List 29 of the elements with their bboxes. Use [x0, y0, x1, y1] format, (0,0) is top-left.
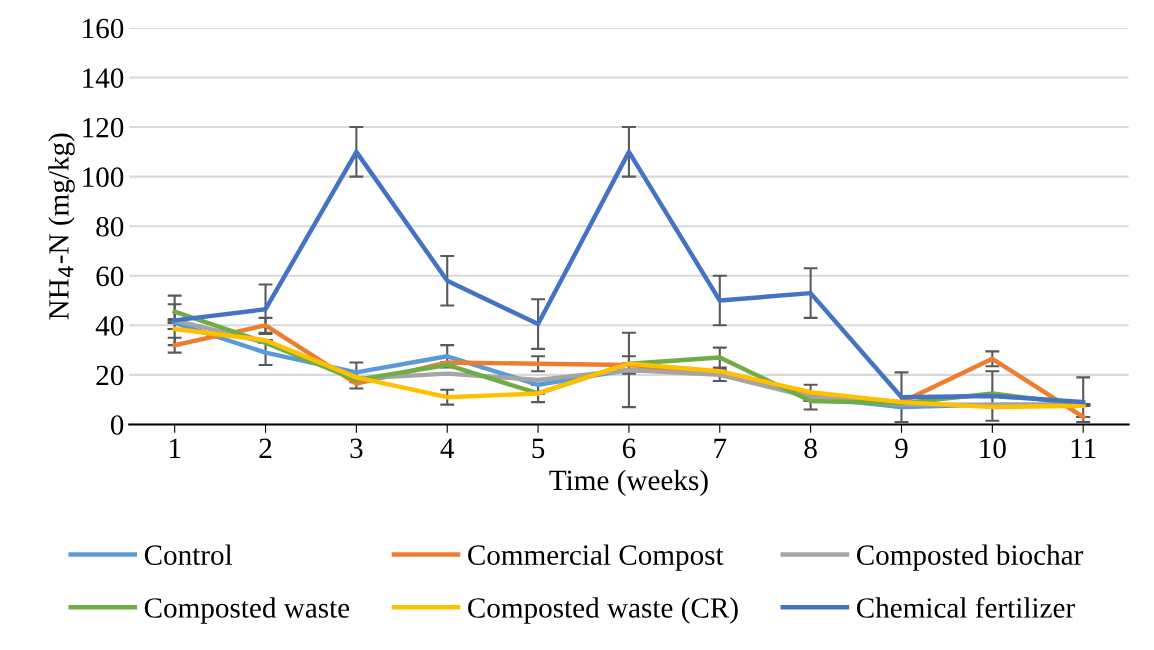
y-tick-label: 20 — [96, 365, 124, 386]
y-tick-label: 120 — [83, 117, 124, 138]
y-tick-label: 40 — [95, 316, 124, 336]
x-tick-label: 3 — [350, 438, 363, 459]
y-tick-label: 60 — [96, 266, 124, 287]
y-tick-label: 100 — [83, 167, 124, 188]
legend-label: Composted biochar — [856, 544, 1084, 571]
x-tick-label: 7 — [714, 438, 727, 458]
x-tick-label: 10 — [980, 438, 1006, 459]
x-tick-label: 1 — [169, 438, 181, 458]
y-tick-label: 80 — [96, 216, 124, 237]
x-axis-title: Time (weeks) — [549, 469, 708, 497]
y-tick-label: 160 — [83, 18, 124, 39]
x-tick-label: 5 — [532, 438, 545, 459]
x-tick-label: 9 — [895, 438, 908, 459]
x-tick-label: 6 — [622, 438, 636, 459]
legend-label: Chemical fertilizer — [856, 597, 1075, 618]
x-tick-label: 4 — [440, 438, 455, 458]
x-tick-label: 2 — [259, 438, 272, 458]
legend-label: Control — [144, 544, 233, 565]
legend-label: Commercial Compost — [468, 544, 724, 571]
legend-label: Composted waste (CR) — [468, 597, 738, 624]
legend-label: Composted waste — [144, 597, 350, 624]
x-tick-label: 8 — [804, 438, 817, 459]
y-tick-label: 140 — [83, 68, 124, 88]
y-tick-label: 0 — [110, 415, 124, 435]
line-series — [172, 149, 1086, 405]
x-tick-label: 11 — [1071, 438, 1096, 458]
y-axis-title: NH$_{4}$-N (mg/kg) — [48, 133, 75, 320]
